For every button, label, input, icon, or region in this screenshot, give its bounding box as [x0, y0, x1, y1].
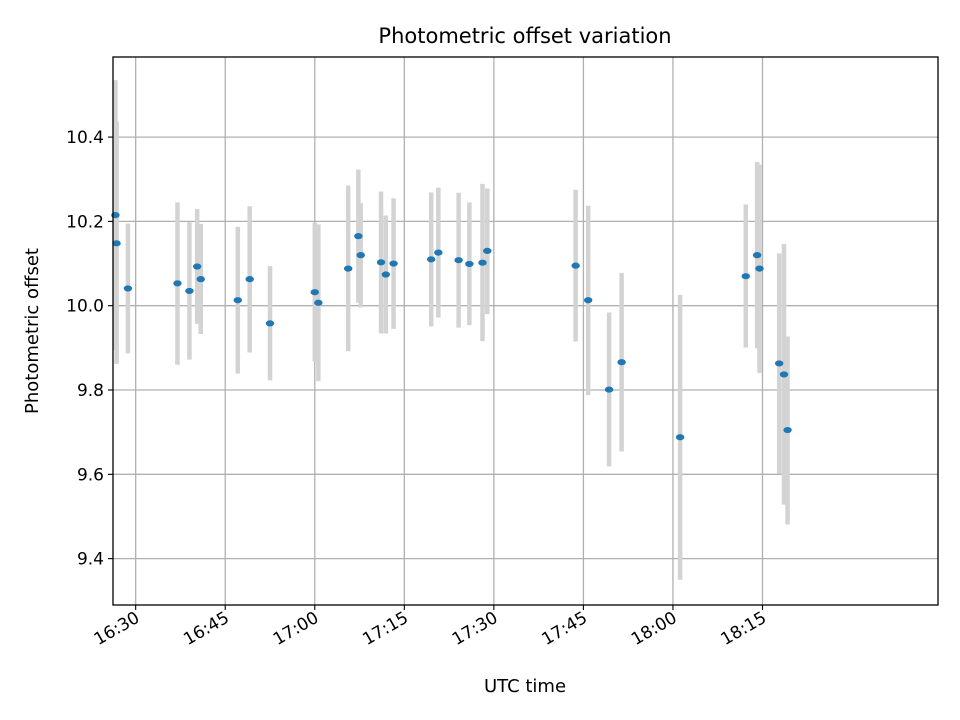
y-tick-label: 9.6: [77, 465, 104, 485]
x-tick-label: 18:15: [718, 608, 770, 650]
y-axis-ticks: 9.4 9.6 9.8 10.0 10.2 10.4: [66, 128, 113, 570]
data-point: [245, 276, 254, 283]
x-tick-label: 17:45: [538, 608, 590, 650]
x-tick-label: 17:30: [449, 608, 501, 650]
error-bars: [113, 80, 790, 580]
data-point: [381, 271, 391, 278]
data-point: [783, 426, 792, 434]
data-point: [775, 360, 784, 367]
data-point: [675, 434, 685, 441]
data-point: [483, 247, 492, 255]
data-point: [583, 297, 593, 304]
data-point: [465, 260, 474, 268]
data-point: [192, 263, 202, 270]
y-tick-label: 9.8: [77, 381, 104, 401]
x-tick-label: 16:45: [180, 608, 232, 650]
data-point: [478, 259, 487, 266]
data-point: [356, 252, 365, 259]
data-point: [454, 257, 463, 264]
data-point: [752, 252, 762, 259]
y-tick-label: 10.0: [66, 297, 104, 317]
data-point: [779, 371, 789, 378]
x-tick-label: 18:00: [628, 608, 680, 650]
x-axis-label: UTC time: [484, 676, 566, 697]
data-point: [265, 320, 275, 327]
data-point: [389, 260, 398, 267]
data-point: [617, 359, 626, 366]
data-point: [123, 285, 133, 292]
x-tick-label: 16:30: [91, 608, 143, 650]
x-axis-ticks: 16:30 16:45 17:00 17:15 17:30 17:45 18:00 18:15: [91, 605, 770, 650]
data-point: [233, 297, 242, 304]
data-point: [185, 287, 194, 295]
data-point: [434, 249, 443, 256]
data-point: [314, 299, 323, 306]
data-point: [344, 265, 353, 272]
y-axis-label: Photometric offset: [22, 248, 43, 414]
y-tick-label: 9.4: [77, 550, 104, 570]
data-point: [354, 233, 363, 240]
x-tick-label: 17:15: [359, 608, 411, 650]
data-points: [111, 211, 792, 441]
data-point: [112, 240, 121, 247]
data-point: [196, 276, 205, 283]
chart-title: Photometric offset variation: [378, 24, 671, 48]
plot-area-frame: [112, 56, 939, 606]
data-point: [310, 289, 319, 296]
data-point: [173, 280, 182, 287]
data-point: [376, 259, 386, 266]
x-tick-label: 17:00: [270, 608, 322, 650]
data-point: [755, 265, 764, 272]
data-point: [741, 273, 750, 280]
data-point: [426, 256, 436, 263]
y-tick-label: 10.4: [66, 128, 104, 148]
data-point: [571, 262, 580, 269]
data-point: [604, 386, 614, 393]
y-tick-label: 10.2: [66, 212, 104, 232]
